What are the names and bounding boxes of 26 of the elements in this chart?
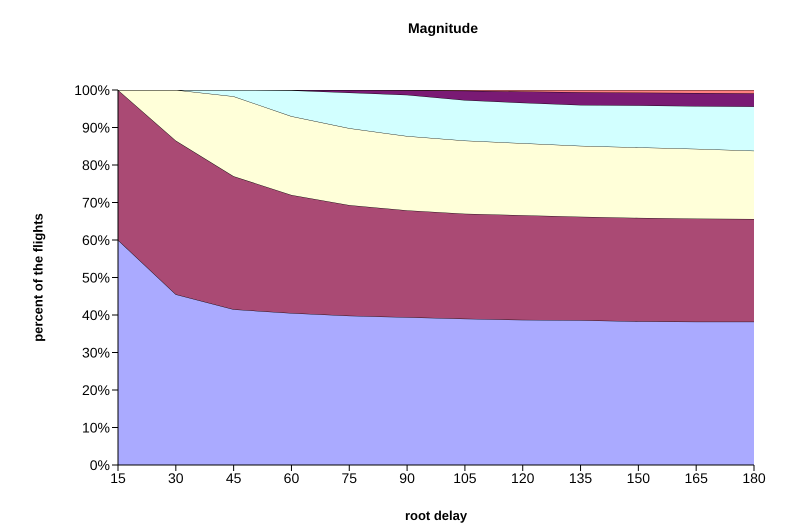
x-tick-label: 30 <box>168 470 184 486</box>
x-tick-label: 165 <box>684 470 708 486</box>
x-tick-label: 105 <box>453 470 477 486</box>
x-tick-label: 75 <box>341 470 358 486</box>
x-tick-label: 120 <box>511 470 535 486</box>
y-axis-title: percent of the flights <box>30 213 46 342</box>
y-tick-label: 60% <box>82 232 110 248</box>
x-axis-title: root delay <box>404 508 468 523</box>
x-tick-label: 135 <box>568 470 592 486</box>
x-tick-label: 60 <box>284 470 300 486</box>
y-tick-label: 70% <box>82 194 110 210</box>
chart-title: Magnitude <box>407 19 479 38</box>
y-tick-label: 0% <box>90 456 110 473</box>
y-tick-label: 80% <box>82 156 110 173</box>
y-tick-label: 40% <box>82 306 110 323</box>
x-tick-label: 150 <box>626 470 650 486</box>
y-tick-label: 30% <box>82 344 110 360</box>
x-tick-label: 45 <box>226 470 242 486</box>
y-tick-label: 20% <box>82 382 110 398</box>
x-tick-label: 15 <box>110 470 126 486</box>
x-tick-label: 90 <box>399 470 416 486</box>
y-tick-label: 90% <box>82 119 110 136</box>
y-tick-label: 10% <box>82 419 110 436</box>
y-tick-label: 100% <box>74 82 110 98</box>
x-tick-label: 180 <box>742 470 766 486</box>
y-tick-label: 50% <box>82 269 110 286</box>
